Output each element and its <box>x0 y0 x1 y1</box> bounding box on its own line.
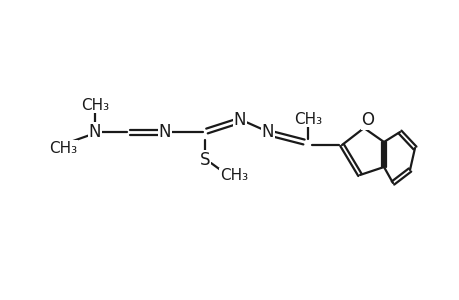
Text: N: N <box>261 123 274 141</box>
Text: O: O <box>361 111 374 129</box>
Text: CH₃: CH₃ <box>49 140 77 155</box>
Text: CH₃: CH₃ <box>293 112 321 127</box>
Text: N: N <box>158 123 171 141</box>
Text: N: N <box>233 111 246 129</box>
Text: N: N <box>89 123 101 141</box>
Text: CH₃: CH₃ <box>219 169 247 184</box>
Text: S: S <box>199 151 210 169</box>
Text: CH₃: CH₃ <box>81 98 109 112</box>
